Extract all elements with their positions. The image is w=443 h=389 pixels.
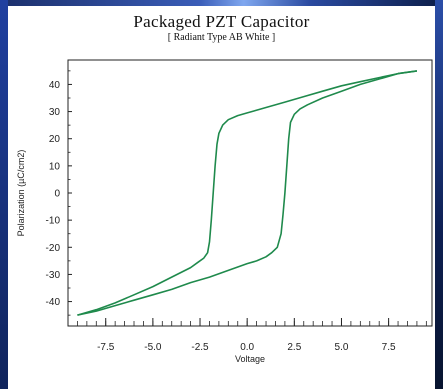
y-axis-label: Polarization (µC/cm2): [16, 150, 26, 237]
hysteresis-chart: 40 30 20 10 0 -10 -20 -30 -40 -7.5 -5.0 -2.5 0.0 2.5 5…: [16, 59, 433, 364]
plot-border: [67, 59, 433, 327]
plot-frame: [67, 59, 433, 327]
chart-panel: Packaged PZT Capacitor [ Radiant Type AB…: [8, 6, 435, 389]
y-tick-label: 40: [49, 80, 61, 91]
x-tick-label: 2.5: [287, 342, 301, 353]
chart-subtitle: [ Radiant Type AB White ]: [167, 32, 276, 43]
axis-tick-labels: 40 30 20 10 0 -10 -20 -30 -40 -7.5 -5.0 -2.5 0.0 2.5 5…: [46, 80, 396, 353]
hysteresis-loop: [77, 70, 418, 316]
y-tick-label: -10: [46, 216, 61, 227]
x-tick-label: -2.5: [191, 342, 209, 353]
axis-ticks: [67, 70, 427, 326]
y-tick-label: 30: [49, 107, 61, 118]
descending-branch-line: [77, 70, 418, 316]
x-tick-label: -7.5: [97, 342, 115, 353]
y-tick-label: -30: [46, 270, 61, 281]
background-right-edge: [435, 0, 443, 389]
background-left-edge: [0, 0, 8, 389]
x-tick-label: 7.5: [382, 342, 396, 353]
ascending-branch-line: [77, 70, 418, 316]
y-tick-label: 20: [49, 134, 61, 145]
y-tick-label: 10: [49, 161, 61, 172]
x-tick-label: 5.0: [335, 342, 349, 353]
y-tick-label: -40: [46, 297, 61, 308]
x-axis-label: Voltage: [235, 354, 265, 364]
y-tick-label: -20: [46, 243, 61, 254]
x-tick-label: 0.0: [240, 342, 254, 353]
y-tick-label: 0: [54, 189, 60, 200]
chart-title: Packaged PZT Capacitor: [133, 12, 310, 31]
x-tick-label: -5.0: [144, 342, 162, 353]
